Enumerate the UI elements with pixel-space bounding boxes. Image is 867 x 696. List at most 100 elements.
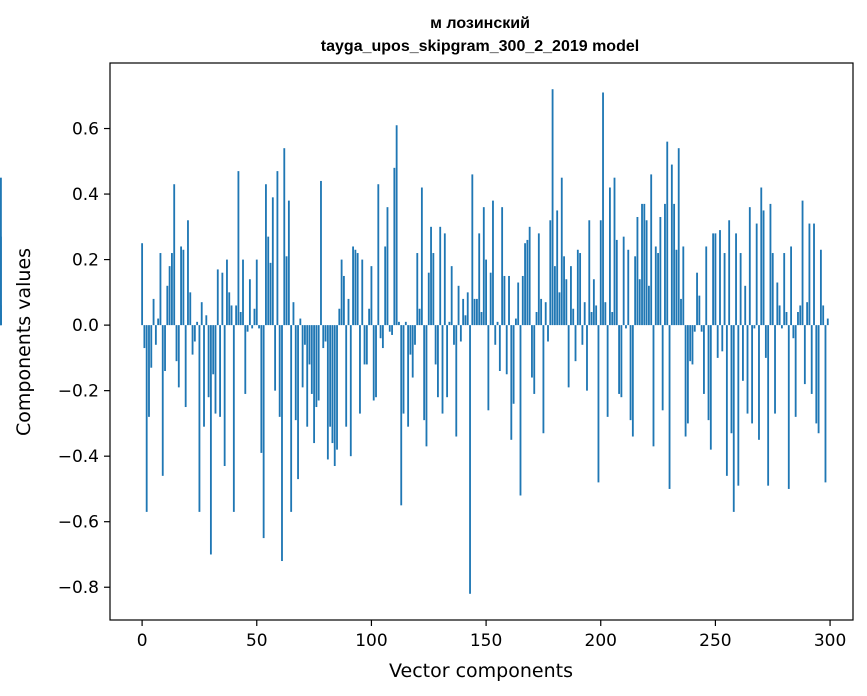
x-tick-label: 150 bbox=[470, 631, 502, 651]
bar bbox=[214, 325, 217, 414]
bar bbox=[359, 325, 361, 414]
bar bbox=[764, 325, 767, 358]
bar bbox=[196, 321, 199, 326]
bar bbox=[535, 312, 538, 326]
bar bbox=[528, 226, 531, 326]
bar bbox=[462, 298, 465, 326]
bar bbox=[269, 262, 272, 326]
bar bbox=[297, 325, 299, 480]
bar bbox=[505, 325, 508, 375]
bar bbox=[345, 325, 348, 427]
bar bbox=[808, 223, 811, 326]
bar bbox=[613, 177, 616, 326]
bar bbox=[469, 325, 471, 594]
bar bbox=[650, 174, 653, 326]
bar bbox=[175, 325, 178, 362]
bar bbox=[806, 302, 809, 326]
bar bbox=[537, 233, 540, 326]
bar bbox=[785, 312, 788, 326]
bar bbox=[558, 292, 561, 326]
bar bbox=[164, 325, 166, 371]
bar bbox=[276, 171, 279, 326]
bar bbox=[143, 325, 146, 349]
bar bbox=[485, 259, 487, 326]
bar bbox=[728, 220, 731, 326]
bar bbox=[627, 249, 630, 326]
bar bbox=[753, 325, 756, 329]
bar bbox=[368, 308, 371, 326]
bar bbox=[659, 216, 662, 326]
bar bbox=[592, 279, 595, 326]
bar bbox=[427, 272, 430, 326]
bar-series bbox=[0, 89, 829, 594]
bar bbox=[180, 246, 182, 326]
bar bbox=[787, 325, 790, 489]
bar bbox=[716, 325, 719, 358]
bar bbox=[703, 325, 705, 394]
bar bbox=[141, 243, 144, 326]
bar bbox=[579, 253, 582, 326]
bar bbox=[363, 325, 366, 365]
bar bbox=[457, 285, 460, 326]
bar bbox=[480, 312, 483, 326]
bar bbox=[510, 325, 513, 440]
y-tick-label: 0.0 bbox=[72, 316, 99, 336]
bar bbox=[686, 325, 689, 424]
bar bbox=[271, 197, 274, 326]
bar bbox=[615, 239, 618, 326]
y-tick-label: 0.4 bbox=[72, 185, 99, 205]
bar bbox=[574, 325, 577, 362]
bar bbox=[691, 325, 694, 365]
bar bbox=[675, 249, 678, 326]
bar bbox=[466, 292, 469, 326]
bar bbox=[739, 253, 742, 326]
bar bbox=[609, 187, 611, 326]
x-tick-label: 200 bbox=[585, 631, 617, 651]
bar bbox=[255, 259, 258, 326]
bar bbox=[567, 325, 570, 388]
bar bbox=[154, 325, 157, 345]
bar bbox=[748, 207, 751, 326]
bar bbox=[652, 325, 655, 447]
bar bbox=[193, 325, 196, 342]
bar bbox=[409, 325, 412, 355]
x-tick-label: 50 bbox=[246, 631, 268, 651]
bar bbox=[182, 249, 185, 326]
bar bbox=[235, 305, 238, 326]
bar bbox=[714, 233, 717, 326]
bar bbox=[423, 325, 426, 421]
bar bbox=[379, 325, 382, 339]
bar bbox=[792, 325, 795, 339]
bar bbox=[177, 325, 180, 388]
bar bbox=[664, 203, 666, 326]
bar bbox=[418, 308, 421, 326]
bar bbox=[762, 210, 765, 326]
bar bbox=[819, 249, 822, 326]
bar bbox=[661, 325, 664, 411]
bar bbox=[322, 325, 325, 349]
bar bbox=[519, 325, 522, 496]
bar bbox=[625, 325, 627, 329]
bar bbox=[352, 246, 354, 326]
bar bbox=[590, 312, 593, 326]
bar bbox=[434, 325, 437, 365]
bar bbox=[189, 292, 192, 326]
bar bbox=[324, 325, 327, 342]
bar bbox=[301, 325, 304, 388]
bar bbox=[517, 282, 520, 326]
bar bbox=[693, 325, 696, 332]
bar bbox=[698, 295, 701, 326]
bar bbox=[611, 312, 614, 326]
bar bbox=[776, 282, 779, 326]
bar bbox=[148, 325, 150, 417]
bar bbox=[696, 272, 698, 326]
bar bbox=[340, 259, 343, 326]
bar bbox=[700, 325, 703, 332]
bar bbox=[283, 148, 286, 326]
bar bbox=[251, 325, 254, 329]
chart-subtitle: tayga_upos_skipgram_300_2_2019 model bbox=[321, 38, 639, 55]
bar bbox=[287, 200, 290, 326]
chart-title: м лозинский bbox=[430, 15, 530, 32]
bar bbox=[425, 325, 428, 447]
